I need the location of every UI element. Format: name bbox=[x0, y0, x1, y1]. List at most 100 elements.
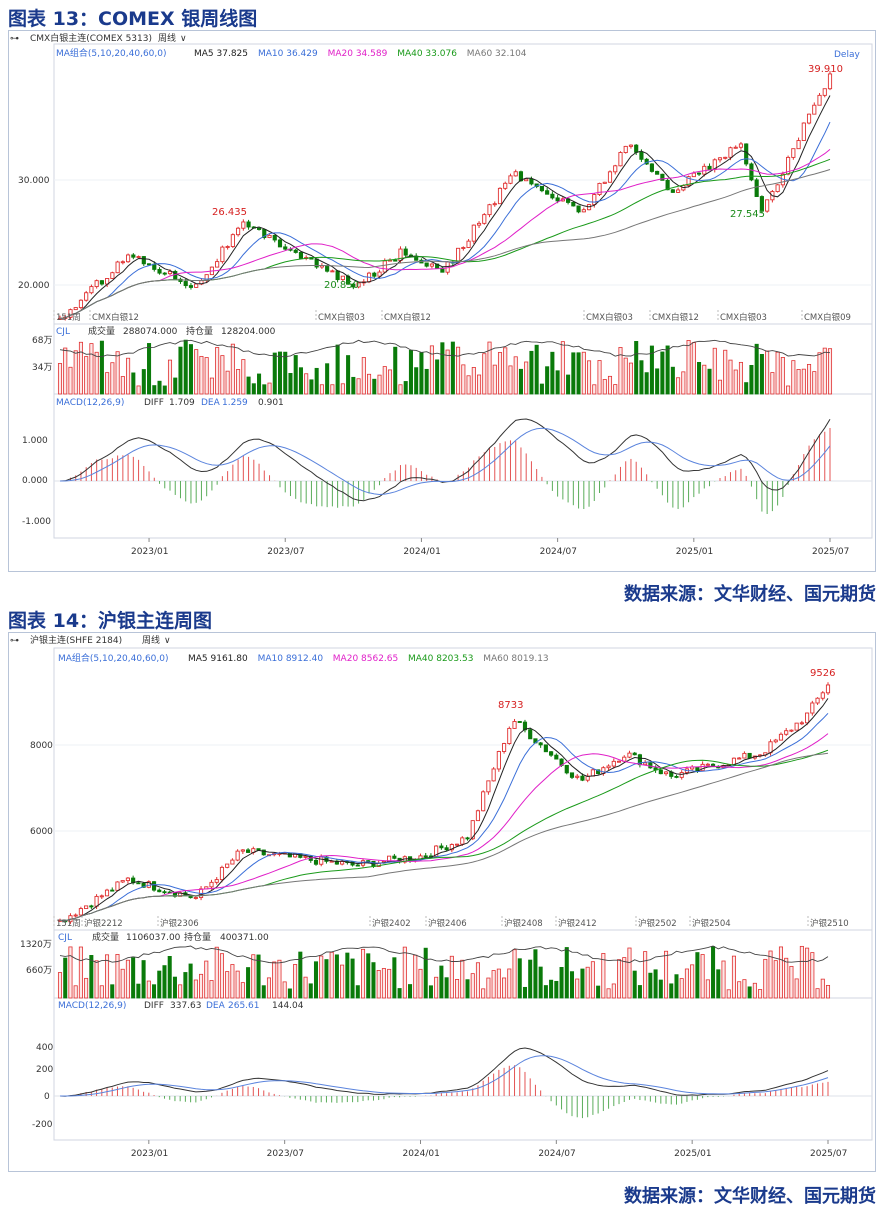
candle bbox=[502, 742, 507, 754]
volume-bar bbox=[193, 979, 198, 999]
volume-bar bbox=[533, 949, 538, 999]
macd-tick: 1.000 bbox=[22, 436, 48, 446]
volume-bar bbox=[566, 374, 571, 395]
volume-bar bbox=[235, 970, 240, 999]
volume-bar bbox=[752, 982, 757, 999]
symbol-label[interactable]: CMX白银主连(COMEX 5313) bbox=[30, 32, 152, 44]
macd-tick: 400 bbox=[36, 1043, 53, 1053]
candle bbox=[665, 178, 670, 191]
volume-legend: CJL 成交量 288074.000 持仓量 128204.000 bbox=[56, 325, 276, 337]
candle bbox=[528, 727, 533, 740]
volume-bar bbox=[157, 970, 162, 999]
volume-bar bbox=[658, 979, 663, 999]
x-tick-label: 2025/07 bbox=[810, 1149, 847, 1159]
candle bbox=[733, 145, 738, 149]
volume-bar bbox=[670, 366, 675, 395]
volume-bar bbox=[429, 345, 434, 395]
volume-bar bbox=[639, 360, 644, 395]
candle bbox=[503, 181, 508, 190]
high-annotation: 26.435 bbox=[212, 207, 247, 218]
contract-label: CMX白银12 bbox=[652, 312, 699, 323]
volume-tick: 68万 bbox=[32, 336, 52, 346]
ma-legend-item: MA5 9161.80 bbox=[188, 654, 248, 664]
candle bbox=[613, 164, 618, 175]
candle bbox=[607, 170, 613, 183]
candle bbox=[717, 157, 723, 163]
candle bbox=[151, 880, 157, 892]
volume-bar bbox=[89, 955, 94, 999]
volume-bar bbox=[445, 349, 450, 395]
dea-label: DEA bbox=[201, 398, 221, 408]
volume-bar bbox=[686, 340, 691, 395]
period-selector[interactable]: 周线 bbox=[142, 634, 160, 646]
volume-bar bbox=[282, 981, 287, 999]
volume-bar bbox=[820, 978, 825, 999]
candle bbox=[649, 163, 654, 173]
candle bbox=[616, 760, 622, 763]
macd-tick: -200 bbox=[32, 1120, 53, 1130]
symbol-label[interactable]: 沪银主连(SHFE 2184) bbox=[30, 634, 122, 646]
cjl-label[interactable]: CJL bbox=[56, 327, 70, 337]
diff-value: 1.709 bbox=[169, 398, 195, 408]
candle bbox=[444, 845, 449, 852]
link-icon[interactable]: ⊶ bbox=[10, 34, 19, 44]
volume-bar bbox=[518, 368, 523, 395]
volume-bar bbox=[78, 341, 83, 395]
candle bbox=[162, 889, 167, 895]
candle bbox=[773, 738, 778, 744]
volume-bar bbox=[272, 352, 277, 395]
candle bbox=[655, 170, 660, 175]
chart-header: ⊶ 沪银主连(SHFE 2184) 周线 ∨ bbox=[10, 634, 171, 646]
volume-tick: 34万 bbox=[32, 363, 52, 373]
volume-bar bbox=[152, 984, 157, 999]
volume-bar bbox=[466, 375, 471, 395]
period-selector[interactable]: 周线 bbox=[158, 32, 176, 44]
ma-group-label[interactable]: MA组合(5,10,20,40,60,0) bbox=[58, 652, 169, 664]
volume-bar bbox=[623, 357, 628, 395]
diff-label: DIFF bbox=[144, 1001, 164, 1011]
volume-bar bbox=[765, 350, 770, 395]
candle bbox=[524, 178, 529, 182]
volume-bar bbox=[810, 952, 815, 999]
candle bbox=[194, 283, 199, 288]
candle bbox=[141, 256, 146, 266]
link-icon[interactable]: ⊶ bbox=[10, 636, 19, 646]
contract-label: CMX白银09 bbox=[804, 312, 851, 323]
volume-bar bbox=[784, 957, 789, 999]
contract-label: CMX白银03 bbox=[586, 312, 633, 323]
volume-bar bbox=[508, 365, 513, 395]
candle bbox=[230, 233, 235, 249]
candle bbox=[742, 751, 747, 759]
candle bbox=[759, 195, 764, 214]
volume-bar bbox=[298, 951, 303, 999]
ma-group-label[interactable]: MA组合(5,10,20,40,60,0) bbox=[56, 47, 167, 59]
volume-bar bbox=[267, 382, 272, 395]
volume-bar bbox=[611, 983, 616, 999]
volume-bar bbox=[209, 980, 214, 999]
candle bbox=[240, 849, 245, 854]
candle bbox=[157, 267, 162, 275]
high-annotation: 8733 bbox=[498, 700, 523, 711]
candle bbox=[550, 191, 555, 200]
volume-bar bbox=[763, 958, 768, 999]
cjl-label[interactable]: CJL bbox=[58, 933, 72, 943]
candle bbox=[340, 275, 345, 282]
volume-bar bbox=[475, 962, 480, 999]
volume-bar bbox=[340, 964, 345, 999]
macd-label[interactable]: MACD(12,26,9) bbox=[58, 1001, 126, 1011]
dea-value: 1.259 bbox=[222, 398, 248, 408]
volume-bar bbox=[742, 979, 747, 999]
volume-bar bbox=[822, 347, 827, 395]
chevron-down-icon[interactable]: ∨ bbox=[164, 636, 171, 646]
volume-bar bbox=[319, 955, 324, 999]
ma-legend-item: MA5 37.825 bbox=[194, 49, 248, 59]
ma-legend-item: MA20 8562.65 bbox=[333, 654, 398, 664]
candle bbox=[94, 279, 99, 289]
volume-bar bbox=[183, 972, 188, 999]
ma-line-ma60 bbox=[59, 169, 831, 319]
macd-label[interactable]: MACD(12,26,9) bbox=[56, 398, 124, 408]
candle bbox=[355, 863, 360, 867]
volume-bar bbox=[350, 958, 355, 999]
ma-legend-item: MA20 34.589 bbox=[328, 49, 388, 59]
chevron-down-icon[interactable]: ∨ bbox=[180, 34, 187, 44]
